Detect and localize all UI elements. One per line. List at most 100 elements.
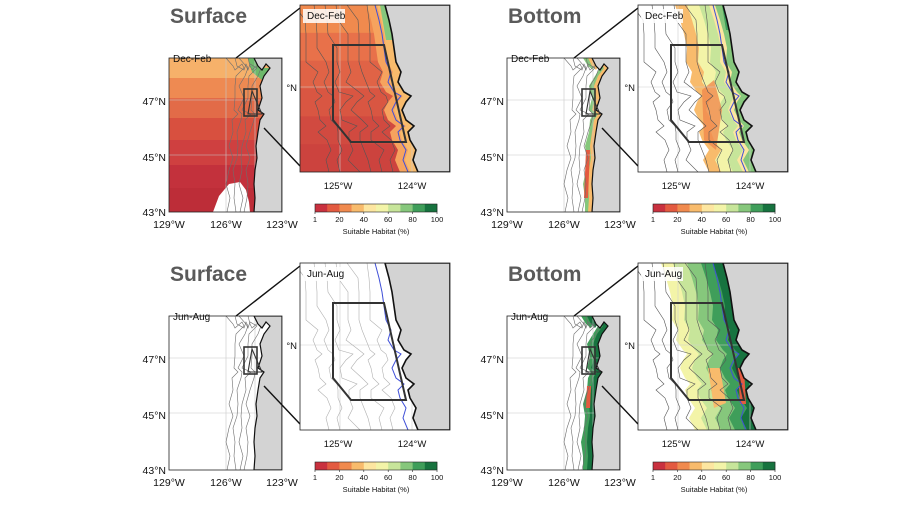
connector-line (601, 127, 639, 167)
habitat-band (713, 263, 756, 430)
colorbar-tick-label: 40 (698, 215, 706, 224)
zoom-lon-tick-label: 124°W (736, 181, 765, 192)
colorbar-frame (314, 461, 438, 471)
depth-contour (225, 58, 245, 212)
colorbar-segment (388, 462, 401, 470)
colorbar-frame (652, 203, 776, 213)
colorbar-segment (339, 462, 352, 470)
overview-frame (506, 315, 621, 471)
season-label-box (641, 267, 683, 281)
lon-tick-label: 123°W (604, 219, 636, 231)
lon-tick-label: 129°W (491, 477, 523, 489)
colorbar-segment (677, 204, 690, 212)
colorbar-segment (327, 204, 340, 212)
depth-contour (232, 58, 249, 212)
lat-tick-label: 47°N (481, 354, 504, 366)
land (722, 263, 788, 430)
season-label-box (303, 9, 345, 23)
colorbar-frame (314, 203, 438, 213)
lon-tick-label: 129°W (491, 219, 523, 231)
lon-tick-label: 123°W (266, 477, 298, 489)
season-label: Dec-Feb (173, 54, 212, 65)
zoom-lon-tick-label: 124°W (736, 439, 765, 450)
colorbar-tick-label: 100 (431, 215, 444, 224)
lat-tick-label: 45°N (481, 410, 504, 422)
depth-contour (300, 270, 332, 430)
depth-contour (570, 316, 587, 470)
lon-tick-label: 126°W (210, 219, 242, 231)
zoom-season-label: Dec-Feb (307, 11, 346, 22)
colorbar-segment (762, 462, 776, 470)
colorbar-segment (738, 204, 751, 212)
lat-tick-label: 47°N (143, 96, 166, 108)
depth-contour (576, 316, 596, 470)
colorbar-segment (339, 204, 352, 212)
zoom-frame (299, 262, 451, 431)
colorbar-segment (714, 204, 727, 212)
connector-line (263, 385, 301, 425)
land (384, 263, 450, 430)
depth-contour (300, 12, 332, 172)
zoom-lat-tick-label: °N (624, 83, 635, 94)
study-area-outline (670, 302, 746, 401)
colorbar-segment (726, 462, 739, 470)
study-area-outline (247, 347, 263, 373)
season-label: Jun-Aug (173, 312, 210, 323)
low-habitat (702, 80, 722, 150)
connector-line (573, 7, 639, 59)
colorbar-segment (689, 462, 703, 470)
colorbar-segment (701, 462, 715, 470)
colorbar-label: Suitable Habitat (%) (681, 227, 748, 236)
colorbar-tick-label: 80 (746, 473, 754, 482)
panel-title: Surface (170, 5, 247, 28)
colorbar-tick-label: 80 (408, 473, 416, 482)
connector-line (601, 385, 639, 425)
land (591, 316, 620, 470)
colorbar-segment (750, 462, 764, 470)
study-area-outline (585, 89, 601, 115)
colorbar-segment (315, 204, 328, 212)
connector-line (573, 265, 639, 317)
mid-habitat (708, 368, 726, 408)
study-area-outline (332, 302, 408, 401)
inner-habitat (377, 5, 418, 172)
zoom-lon-tick-label: 125°W (324, 181, 353, 192)
zoom-frame (299, 4, 451, 173)
land (722, 5, 788, 172)
overview-map (507, 58, 620, 212)
colorbar-tick-label: 40 (360, 473, 368, 482)
colorbar-tick-label: 20 (673, 473, 681, 482)
colorbar-segment (400, 204, 413, 212)
lat-tick-label: 43°N (143, 207, 166, 219)
connector-line (235, 265, 301, 317)
colorbar-segment (738, 462, 751, 470)
panel-title: Bottom (508, 5, 581, 28)
land (384, 5, 450, 172)
lat-tick-label: 43°N (481, 207, 504, 219)
colorbar-segment (424, 204, 438, 212)
lon-tick-label: 126°W (548, 219, 580, 231)
lat-tick-label: 45°N (481, 152, 504, 164)
study-area-outline (332, 44, 408, 143)
lat-tick-label: 45°N (143, 152, 166, 164)
colorbar-tick-label: 80 (408, 215, 416, 224)
lon-tick-label: 129°W (153, 219, 185, 231)
colorbar-tick-label: 1 (313, 215, 317, 224)
zoom-lat-tick-label: °N (624, 341, 635, 352)
lat-tick-label: 43°N (481, 465, 504, 477)
colorbar-tick-label: 40 (698, 473, 706, 482)
colorbar-tick-label: 1 (313, 473, 317, 482)
zoom-frame (637, 4, 789, 173)
colorbar-tick-label: 20 (335, 473, 343, 482)
depth-contour (225, 316, 245, 470)
depth-contour (232, 316, 249, 470)
colorbar-tick-label: 80 (746, 215, 754, 224)
overview-frame (506, 57, 621, 213)
zoom-map (638, 263, 788, 430)
colorbar-segment (315, 462, 328, 470)
panel-title: Surface (170, 263, 247, 286)
colorbar-segment (665, 204, 678, 212)
